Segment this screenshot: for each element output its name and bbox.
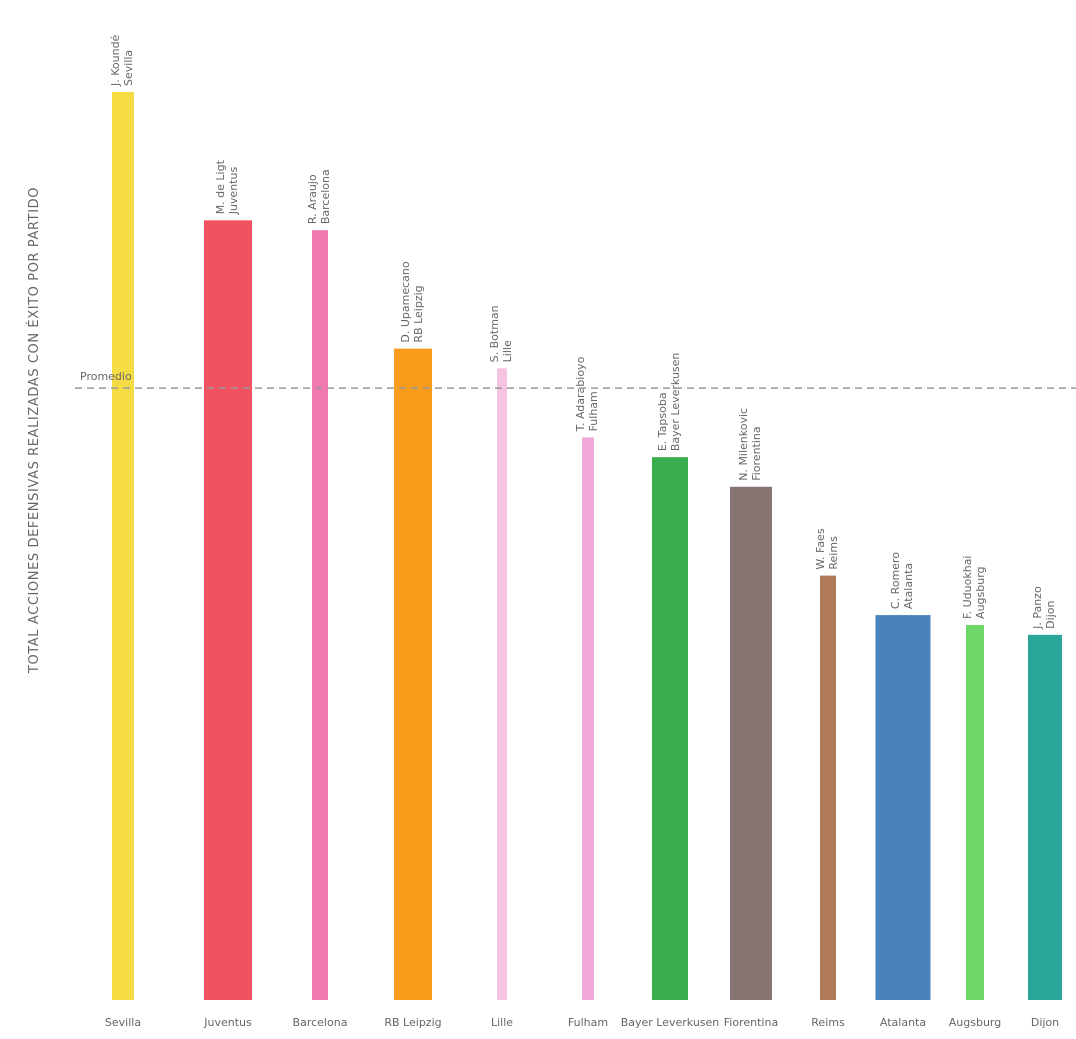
bar-label: J. Panzo Dijon bbox=[1031, 586, 1057, 630]
player-name: R. Araujo bbox=[306, 174, 319, 224]
bar bbox=[966, 624, 984, 1000]
player-name: E. Tapsoba bbox=[656, 392, 669, 451]
x-tick-label: Juventus bbox=[203, 1016, 252, 1029]
x-tick-label: RB Leipzig bbox=[384, 1016, 441, 1029]
average-label: Promedio bbox=[80, 370, 132, 383]
x-tick-label: Fulham bbox=[568, 1016, 608, 1029]
bar-label: M. de Ligt Juventus bbox=[214, 159, 240, 215]
x-tick-label: Augsburg bbox=[949, 1016, 1001, 1029]
x-tick-label: Reims bbox=[811, 1016, 845, 1029]
player-name: S. Botman bbox=[488, 305, 501, 362]
bar-label: W. Faes Reims bbox=[814, 528, 840, 569]
player-name: W. Faes bbox=[814, 528, 827, 569]
player-name: F. Uduokhai bbox=[961, 556, 974, 619]
player-name: C. Romero bbox=[889, 552, 902, 609]
x-tick-label: Lille bbox=[491, 1016, 513, 1029]
player-team: Barcelona bbox=[319, 169, 332, 224]
bar bbox=[312, 230, 328, 1000]
bar bbox=[820, 575, 836, 1000]
player-team: RB Leipzig bbox=[412, 285, 425, 342]
bar bbox=[730, 486, 772, 1001]
bar bbox=[652, 457, 688, 1000]
player-name: D. Upamecano bbox=[399, 261, 412, 342]
bar-label: C. Romero Atalanta bbox=[889, 552, 915, 609]
bar-label: D. Upamecano RB Leipzig bbox=[399, 261, 425, 342]
bar bbox=[497, 368, 507, 1000]
bar-label: T. Adarabioyo Fulham bbox=[574, 356, 600, 432]
player-team: Augsburg bbox=[974, 566, 987, 618]
player-name: J. Panzo bbox=[1031, 586, 1044, 630]
x-tick-label: Atalanta bbox=[880, 1016, 926, 1029]
bar bbox=[875, 615, 931, 1000]
x-tick-label: Sevilla bbox=[105, 1016, 141, 1029]
x-tick-label: Bayer Leverkusen bbox=[621, 1016, 720, 1029]
player-team: Lille bbox=[501, 340, 514, 362]
bar-label: N. Milenkovic Fiorentina bbox=[737, 408, 763, 481]
player-team: Atalanta bbox=[902, 563, 915, 609]
player-team: Reims bbox=[827, 536, 840, 570]
bar-label: R. Araujo Barcelona bbox=[306, 169, 332, 224]
player-team: Dijon bbox=[1044, 601, 1057, 629]
bar-label: J. Koundé Sevilla bbox=[109, 34, 135, 87]
player-team: Fulham bbox=[587, 391, 600, 431]
x-tick-label: Dijon bbox=[1031, 1016, 1059, 1029]
x-tick-label: Barcelona bbox=[293, 1016, 348, 1029]
player-name: M. de Ligt bbox=[214, 159, 227, 214]
bar-label: S. Botman Lille bbox=[488, 305, 514, 362]
bar bbox=[394, 348, 432, 1000]
player-team: Fiorentina bbox=[750, 426, 763, 480]
bar bbox=[112, 92, 134, 1000]
player-name: N. Milenkovic bbox=[737, 408, 750, 481]
bar bbox=[1028, 634, 1062, 1000]
y-axis-title: TOTAL ACCIONES DEFENSIVAS REALIZADAS CON… bbox=[26, 187, 42, 674]
x-tick-label: Fiorentina bbox=[724, 1016, 778, 1029]
bar bbox=[204, 220, 252, 1001]
bar bbox=[582, 437, 594, 1000]
player-team: Bayer Leverkusen bbox=[669, 353, 682, 452]
bar-label: E. Tapsoba Bayer Leverkusen bbox=[656, 353, 682, 452]
player-team: Juventus bbox=[227, 167, 240, 216]
player-name: J. Koundé bbox=[109, 34, 122, 87]
player-name: T. Adarabioyo bbox=[574, 356, 587, 432]
bar-label: F. Uduokhai Augsburg bbox=[961, 556, 987, 619]
player-team: Sevilla bbox=[122, 50, 135, 86]
